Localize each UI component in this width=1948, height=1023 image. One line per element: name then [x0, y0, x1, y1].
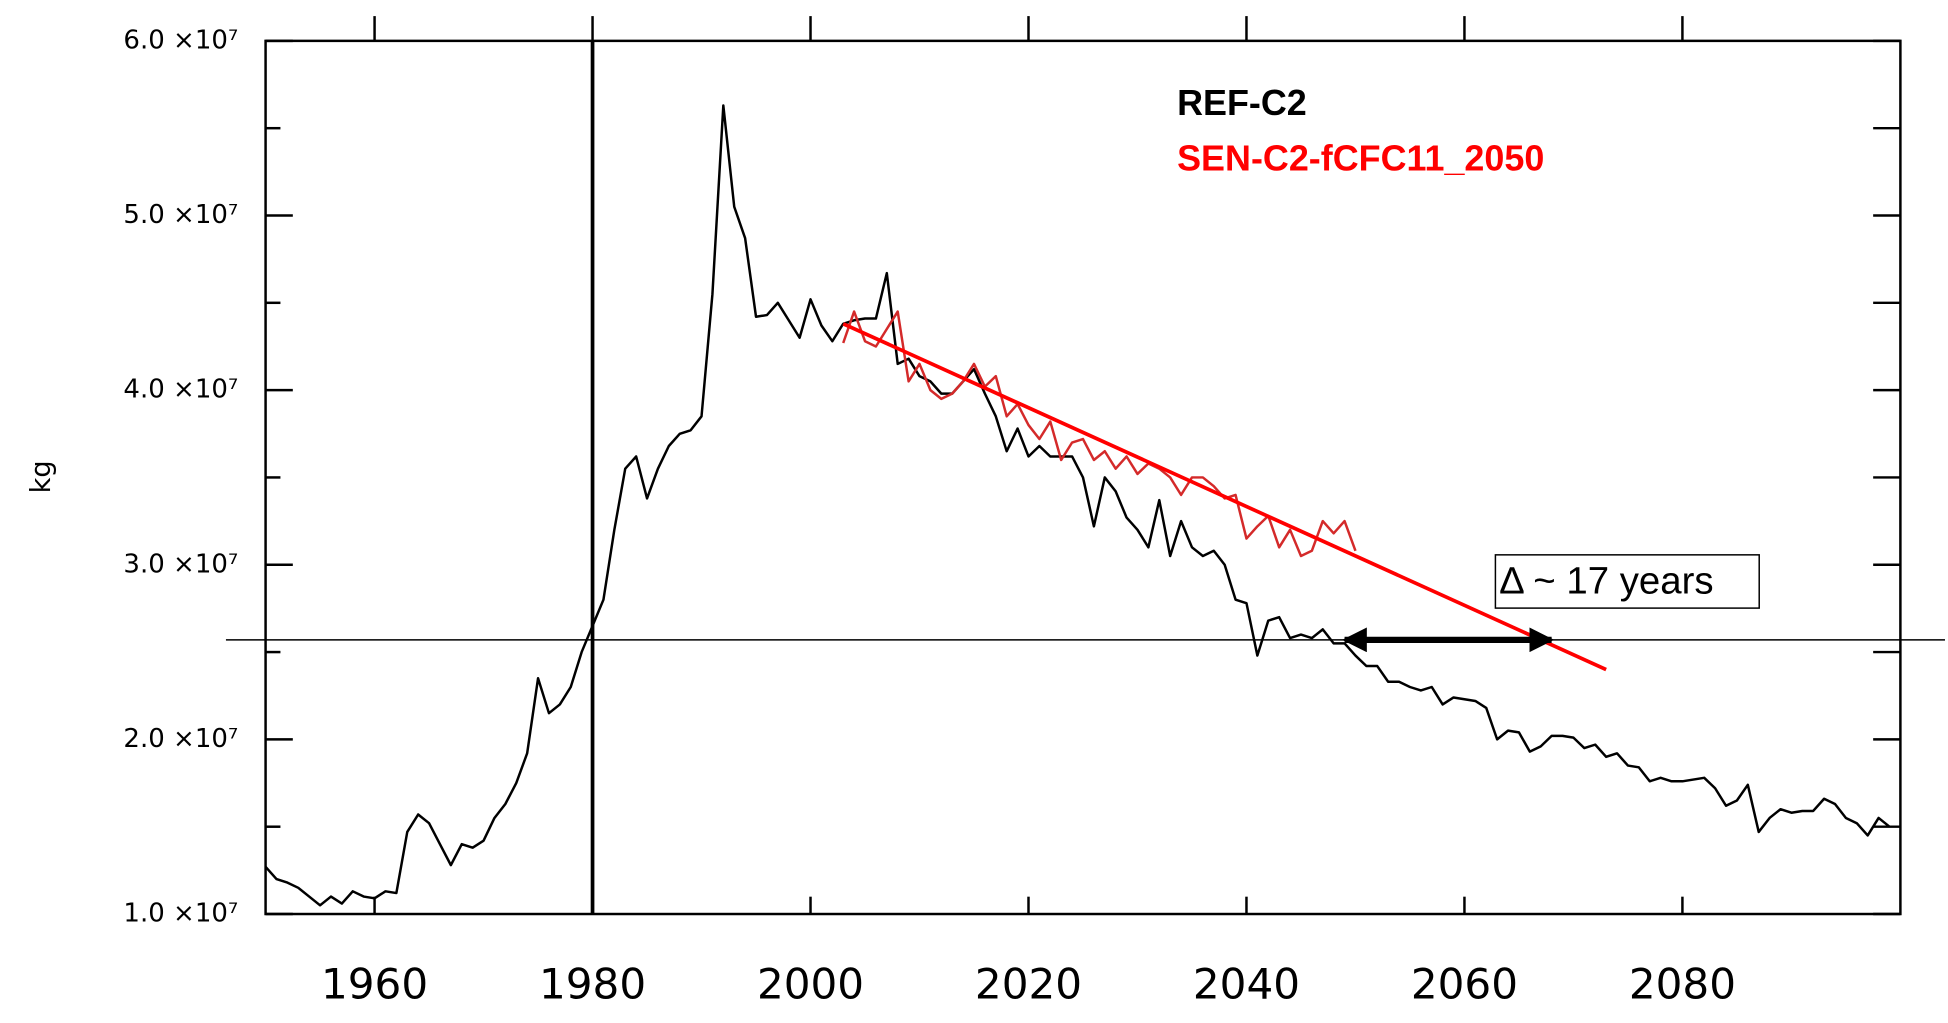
- series-line: [842, 310, 1357, 558]
- x-tick-label: 2000: [757, 960, 864, 1009]
- x-tick-label: 2080: [1629, 960, 1736, 1009]
- series-line: [264, 104, 1891, 907]
- y-tick-label: 6.0 ×10⁷: [123, 25, 238, 55]
- x-tick-label: 2060: [1411, 960, 1518, 1009]
- y-axis-label: kg: [26, 460, 57, 493]
- legend-entry: REF-C2: [1177, 82, 1307, 123]
- plot-frame: [264, 39, 1902, 916]
- x-tick-label: 1960: [321, 960, 428, 1009]
- y-tick-label: 3.0 ×10⁷: [123, 549, 238, 579]
- legend-entry: SEN-C2-fCFC11_2050: [1177, 137, 1544, 178]
- x-tick-label: 1980: [539, 960, 646, 1009]
- y-tick-label: 5.0 ×10⁷: [123, 200, 238, 230]
- x-tick-label: 2020: [975, 960, 1082, 1009]
- trend-line: [842, 322, 1607, 672]
- y-tick-label: 4.0 ×10⁷: [123, 375, 238, 405]
- y-tick-label: 1.0 ×10⁷: [123, 899, 238, 929]
- annotation-box: [1494, 554, 1760, 609]
- y-tick-label: 2.0 ×10⁷: [123, 724, 238, 754]
- x-tick-label: 2040: [1193, 960, 1300, 1009]
- annotation: Δ ~ 17 years: [1499, 559, 1713, 602]
